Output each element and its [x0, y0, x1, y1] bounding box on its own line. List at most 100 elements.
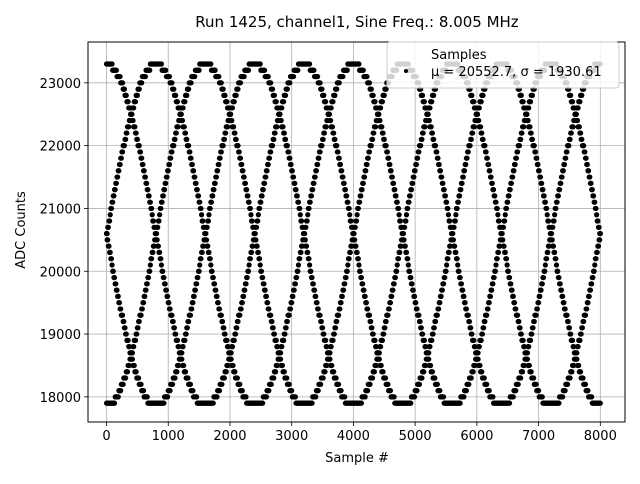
data-point	[264, 168, 270, 174]
tick-layer: 0 1000 2000 3000 4000 5000 6000 7000 8000 18000 19…	[40, 77, 617, 444]
data-point	[584, 161, 590, 168]
data-point	[319, 143, 325, 149]
data-point	[534, 306, 540, 312]
data-point	[334, 143, 340, 149]
data-point	[373, 124, 379, 130]
data-point	[147, 262, 153, 268]
data-point	[218, 312, 224, 318]
data-point	[119, 149, 126, 155]
data-point	[190, 168, 197, 174]
data-point	[250, 224, 257, 230]
data-point	[547, 237, 553, 243]
data-point	[257, 61, 263, 67]
data-point	[569, 99, 576, 105]
grid-layer	[88, 42, 625, 422]
legend-marker	[404, 69, 408, 73]
data-point	[141, 168, 147, 174]
x-tick-label: 1000	[152, 429, 185, 444]
data-point	[313, 394, 319, 400]
data-point	[365, 306, 371, 312]
data-point	[342, 187, 348, 193]
data-point	[505, 268, 511, 274]
data-point	[354, 249, 360, 256]
data-point	[266, 388, 272, 394]
data-point	[469, 130, 476, 136]
data-point	[481, 325, 487, 331]
data-point	[567, 136, 573, 142]
data-point	[268, 149, 274, 155]
data-point	[263, 394, 269, 400]
data-point	[273, 369, 279, 375]
data-point	[592, 199, 598, 205]
data-point	[161, 400, 167, 406]
data-point	[117, 161, 123, 168]
data-point	[158, 205, 164, 212]
data-point	[417, 318, 423, 325]
data-point	[144, 281, 150, 287]
data-point	[167, 306, 173, 312]
data-point	[394, 262, 400, 268]
data-point	[136, 375, 142, 381]
data-point	[381, 136, 387, 142]
data-point	[309, 400, 315, 406]
data-point	[456, 268, 462, 274]
data-point	[472, 362, 478, 369]
data-point	[455, 199, 461, 205]
data-point	[431, 136, 437, 142]
data-point	[123, 375, 129, 381]
data-point	[319, 325, 326, 331]
data-point	[163, 180, 169, 186]
data-point	[233, 92, 239, 98]
data-point	[194, 281, 200, 287]
data-point	[571, 362, 577, 369]
data-point	[110, 268, 116, 274]
data-point	[194, 187, 200, 193]
data-point	[119, 80, 126, 86]
data-point	[354, 212, 360, 218]
data-point	[203, 230, 209, 237]
data-point	[322, 369, 328, 375]
data-point	[167, 388, 173, 394]
data-point	[564, 149, 570, 155]
data-point	[250, 243, 256, 249]
data-point	[379, 99, 386, 105]
data-point	[581, 318, 587, 325]
data-point	[418, 143, 424, 149]
data-point	[493, 262, 499, 268]
data-point	[122, 325, 128, 331]
data-point	[553, 262, 560, 268]
data-point	[348, 218, 354, 224]
data-point	[188, 80, 194, 86]
data-point	[519, 130, 525, 136]
data-point	[381, 92, 387, 98]
data-point	[295, 67, 301, 73]
data-point	[533, 312, 539, 318]
data-point	[192, 174, 198, 180]
data-point	[534, 155, 540, 161]
data-point	[542, 199, 548, 205]
data-point	[107, 218, 113, 224]
data-point	[446, 249, 452, 256]
data-point	[577, 369, 584, 375]
data-point	[429, 99, 435, 105]
data-point	[418, 325, 424, 331]
data-point	[343, 274, 349, 281]
data-point	[182, 130, 189, 136]
data-point	[306, 205, 312, 212]
data-point	[538, 287, 544, 293]
data-point	[113, 67, 119, 73]
data-point	[271, 136, 277, 142]
legend-entry: μ = 20552.7, σ = 1930.61	[431, 65, 602, 80]
data-point	[582, 381, 589, 387]
data-point	[247, 256, 253, 262]
data-point	[419, 331, 426, 337]
data-point	[575, 105, 581, 111]
data-point	[234, 375, 240, 381]
data-point	[239, 300, 245, 306]
data-point	[588, 180, 594, 186]
data-point	[297, 256, 303, 262]
data-point	[572, 356, 578, 362]
data-point	[364, 161, 370, 168]
data-point	[516, 143, 523, 149]
data-point	[373, 362, 379, 369]
